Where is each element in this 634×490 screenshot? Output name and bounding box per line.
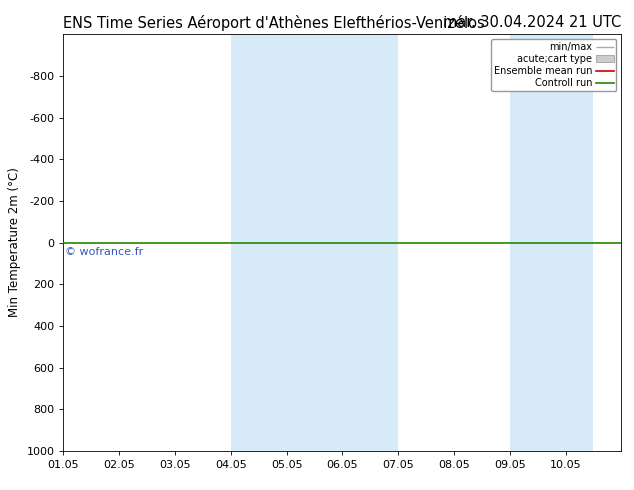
Text: © wofrance.fr: © wofrance.fr [65,247,143,257]
Y-axis label: Min Temperature 2m (°C): Min Temperature 2m (°C) [8,168,21,318]
Legend: min/max, acute;cart type, Ensemble mean run, Controll run: min/max, acute;cart type, Ensemble mean … [491,39,616,91]
Text: ENS Time Series Aéroport d'Athènes Elefthérios-Venizélos: ENS Time Series Aéroport d'Athènes Eleft… [63,15,485,31]
Text: mar. 30.04.2024 21 UTC: mar. 30.04.2024 21 UTC [443,15,621,30]
Bar [510,34,593,451]
Bar [231,34,398,451]
